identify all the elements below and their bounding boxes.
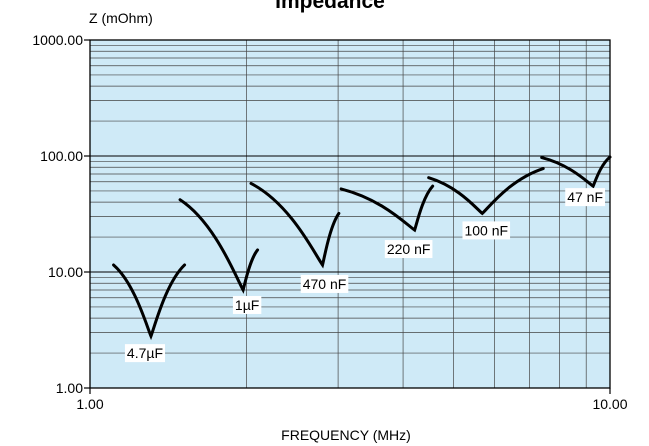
series-curve: [249, 181, 341, 269]
x-tick-label: 10.00: [592, 396, 627, 412]
curve-label-text: 220 nF: [387, 241, 431, 257]
grid-minor-x: [246, 40, 587, 388]
curve-label-box: [565, 188, 606, 207]
curve-label: 100 nF: [462, 221, 511, 240]
curve-label-box: [300, 274, 349, 293]
series-curve: [339, 184, 435, 233]
labels-layer: 4.7µF 1µF 470 nF 220 nF 100 nF 47 nF: [124, 188, 606, 363]
series-curve: [540, 155, 612, 189]
curve-label: 220 nF: [384, 240, 433, 259]
curve-label-text: 1µF: [235, 297, 259, 313]
series-curve: [112, 263, 187, 341]
curve-label: 1µF: [232, 295, 262, 314]
y-tick-label: 1000.00: [32, 32, 83, 48]
y-tick-label: 1.00: [56, 380, 83, 396]
plot-area: [90, 40, 610, 388]
y-axis-label: Z (mOhm): [89, 10, 153, 26]
curve-label-box: [462, 221, 511, 240]
curve-label: 47 nF: [565, 188, 606, 207]
series-curve: [178, 198, 260, 294]
curve-label-text: 4.7µF: [127, 345, 163, 361]
grid-minor-y: [90, 44, 610, 354]
x-tick-label: 1.00: [76, 396, 103, 412]
curve-label: 470 nF: [300, 274, 349, 293]
curve-label-box: [232, 295, 262, 314]
y-tick-label: 100.00: [40, 148, 83, 164]
y-ticks: 1.00 10.00 100.00 1000.00: [32, 32, 90, 396]
curve-label-text: 100 nF: [464, 222, 508, 238]
chart-title: Impedance: [275, 0, 385, 13]
curve-label-box: [124, 344, 166, 363]
curve-label-text: 47 nF: [567, 189, 603, 205]
x-axis-label: FREQUENCY (MHz): [281, 427, 411, 443]
y-tick-label: 10.00: [48, 264, 83, 280]
x-ticks: 1.00 10.00: [76, 388, 628, 412]
series-curve: [427, 167, 545, 216]
series-layer: [112, 155, 612, 341]
curve-label-box: [384, 240, 433, 259]
plot-frame: [89, 39, 611, 389]
curve-label: 4.7µF: [124, 344, 166, 363]
curve-label-text: 470 nF: [303, 276, 347, 292]
